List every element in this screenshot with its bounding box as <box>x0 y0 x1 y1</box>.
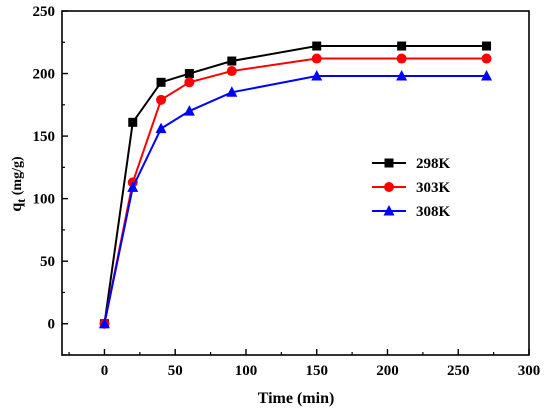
data-point <box>184 69 194 79</box>
series-303K <box>99 53 492 329</box>
data-point <box>481 70 493 81</box>
y-tick-label: 50 <box>40 254 55 270</box>
data-point <box>481 53 492 64</box>
data-point <box>184 77 195 88</box>
x-axis-title: Time (min) <box>258 390 335 407</box>
series-line <box>103 75 487 324</box>
series-layer <box>98 41 493 329</box>
data-point <box>127 181 139 192</box>
x-tick-label: 150 <box>305 363 328 379</box>
data-point <box>396 53 407 64</box>
data-point <box>155 122 167 134</box>
data-point <box>396 70 408 81</box>
y-tick-label: 250 <box>33 4 56 20</box>
data-point <box>397 41 407 51</box>
data-point <box>227 56 237 66</box>
legend-label: 308K <box>416 204 451 220</box>
y-tick-label: 200 <box>33 67 56 83</box>
legend-item: 308K <box>372 204 451 220</box>
data-point <box>311 70 323 81</box>
legend-item: 298K <box>372 156 451 172</box>
y-axis-title-subscript: t <box>14 199 28 203</box>
x-tick-label: 200 <box>376 363 399 379</box>
data-point <box>128 117 138 127</box>
data-point <box>156 94 167 105</box>
data-point <box>226 86 238 97</box>
legend: 298K 303K 308K <box>372 156 451 220</box>
data-point <box>156 77 166 87</box>
series-line <box>103 57 487 324</box>
x-tick-label: 50 <box>168 363 183 379</box>
y-axis-title: qt (mg/g) <box>8 156 28 212</box>
x-tick-label: 250 <box>447 363 470 379</box>
data-point <box>226 66 237 77</box>
legend-label: 298K <box>416 156 451 172</box>
data-point <box>482 41 492 51</box>
legend-marker <box>383 205 395 216</box>
y-axis-title-main: q <box>8 203 25 212</box>
y-tick-label: 150 <box>33 129 56 145</box>
series-308K <box>98 70 493 329</box>
legend-item: 303K <box>372 180 451 196</box>
y-axis-title-unit: (mg/g) <box>10 156 25 199</box>
x-tick-label: 0 <box>101 363 109 379</box>
legend-marker <box>384 158 394 168</box>
y-tick-label: 0 <box>48 317 56 333</box>
legend-label: 303K <box>416 180 451 196</box>
data-point <box>183 105 195 116</box>
x-tick-label: 300 <box>518 363 541 379</box>
legend-marker <box>384 182 394 192</box>
series-line <box>103 45 487 324</box>
plot-frame <box>61 10 530 356</box>
data-point <box>311 53 322 64</box>
x-tick-label: 100 <box>235 363 258 379</box>
data-point <box>312 41 322 51</box>
y-tick-label: 100 <box>33 192 56 208</box>
data-point <box>98 317 110 329</box>
axis-ticks: 0 50 100 150 200 250 300 0 50 100 150 200 250 <box>33 4 541 379</box>
